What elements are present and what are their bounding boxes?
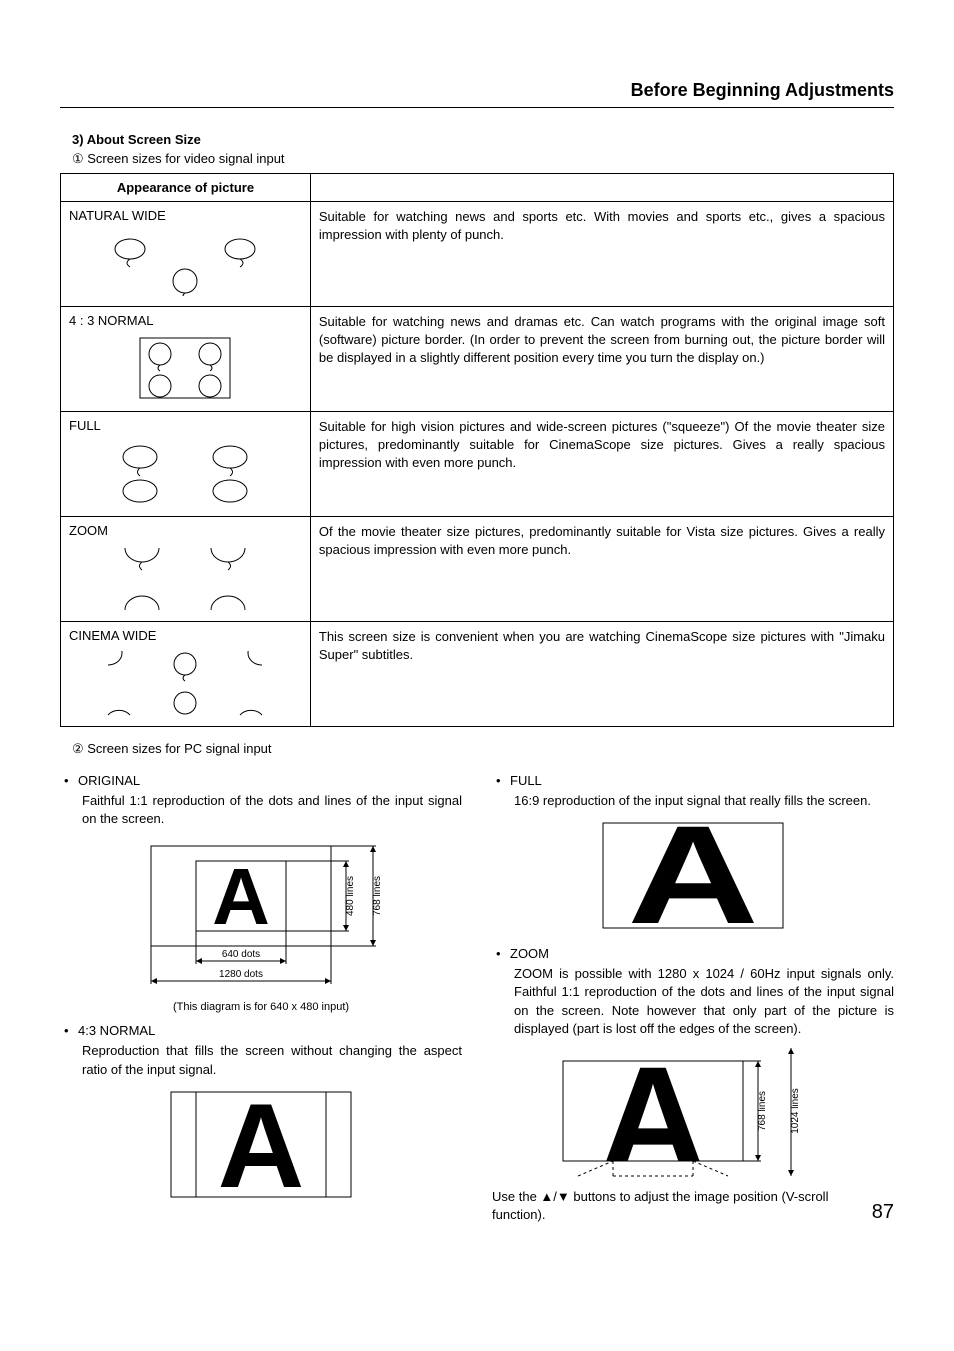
mode-label: CINEMA WIDE: [69, 628, 302, 643]
diagram-zoom: A 768 lines 1024 lines: [492, 1046, 894, 1184]
table-header-appearance: Appearance of picture: [61, 174, 311, 202]
svg-text:1024 lines: 1024 lines: [790, 1088, 801, 1134]
section-heading: 3) About Screen Size: [60, 132, 894, 147]
svg-text:1280 dots: 1280 dots: [219, 969, 263, 980]
pc-43normal-title: 4:3 NORMAL: [78, 1023, 462, 1038]
mode-icon-natural-wide: [69, 227, 302, 300]
caption-video: ① Screen sizes for video signal input: [60, 151, 894, 167]
mode-desc: Of the movie theater size pictures, pred…: [310, 517, 893, 622]
mode-label: ZOOM: [69, 523, 302, 538]
dots-inner-label: 640 dots: [222, 949, 260, 960]
pc-full-title: FULL: [510, 773, 894, 788]
mode-icon-zoom: [69, 542, 302, 615]
mode-desc: This screen size is convenient when you …: [310, 622, 893, 727]
pc-full-desc: 16:9 reproduction of the input signal th…: [514, 792, 894, 810]
svg-text:A: A: [627, 818, 758, 933]
bullet-icon: •: [492, 946, 510, 961]
right-column: • FULL 16:9 reproduction of the input si…: [492, 763, 894, 1224]
mode-icon-full: [69, 437, 302, 510]
pc-original-desc: Faithful 1:1 reproduction of the dots an…: [82, 792, 462, 828]
bullet-icon: •: [60, 773, 78, 788]
bullet-icon: •: [60, 1023, 78, 1038]
table-header-desc: [310, 174, 893, 202]
table-row: FULL Suitable for high vision pictures a…: [61, 412, 894, 517]
table-row: ZOOM Of the movie theater size pictures,…: [61, 517, 894, 622]
svg-text:A: A: [218, 1087, 305, 1202]
mode-desc: Suitable for watching news and dramas et…: [310, 307, 893, 412]
svg-text:480 lines: 480 lines: [345, 876, 356, 916]
table-row: NATURAL WIDE Suitable for watching news …: [61, 202, 894, 307]
mode-icon-43-normal: [69, 332, 302, 405]
mode-label: NATURAL WIDE: [69, 208, 302, 223]
pc-zoom-desc: ZOOM is possible with 1280 x 1024 / 60Hz…: [514, 965, 894, 1038]
diagram-full: A: [492, 818, 894, 936]
mode-icon-cinema-wide: [69, 647, 302, 720]
title-rule: [60, 107, 894, 108]
pc-43normal-desc: Reproduction that fills the screen witho…: [82, 1042, 462, 1078]
bullet-icon: •: [492, 773, 510, 788]
page-number: 87: [872, 1201, 894, 1224]
mode-desc: Suitable for high vision pictures and wi…: [310, 412, 893, 517]
pc-original-title: ORIGINAL: [78, 773, 462, 788]
diagram-original-caption: (This diagram is for 640 x 480 input): [60, 1001, 462, 1013]
svg-text:A: A: [599, 1046, 707, 1181]
pc-zoom-title: ZOOM: [510, 946, 894, 961]
svg-text:768 lines: 768 lines: [372, 876, 383, 916]
mode-label: 4 : 3 NORMAL: [69, 313, 302, 328]
caption-pc: ② Screen sizes for PC signal input: [60, 741, 894, 757]
mode-desc: Suitable for watching news and sports et…: [310, 202, 893, 307]
diagram-original: A 640 dots 1280 dots 480 lines: [60, 836, 462, 1013]
left-column: • ORIGINAL Faithful 1:1 reproduction of …: [60, 763, 462, 1224]
svg-text:768 lines: 768 lines: [757, 1091, 768, 1131]
svg-text:A: A: [212, 852, 270, 941]
mode-label: FULL: [69, 418, 302, 433]
page-title: Before Beginning Adjustments: [60, 80, 894, 101]
screen-size-table: Appearance of picture NATURAL WIDE Suita…: [60, 173, 894, 727]
zoom-footer: Use the ▲/▼ buttons to adjust the image …: [492, 1188, 872, 1224]
diagram-43normal: A: [60, 1087, 462, 1205]
table-row: 4 : 3 NORMAL Suitable for watching news …: [61, 307, 894, 412]
table-row: CINEMA WIDE This screen size is convenie…: [61, 622, 894, 727]
